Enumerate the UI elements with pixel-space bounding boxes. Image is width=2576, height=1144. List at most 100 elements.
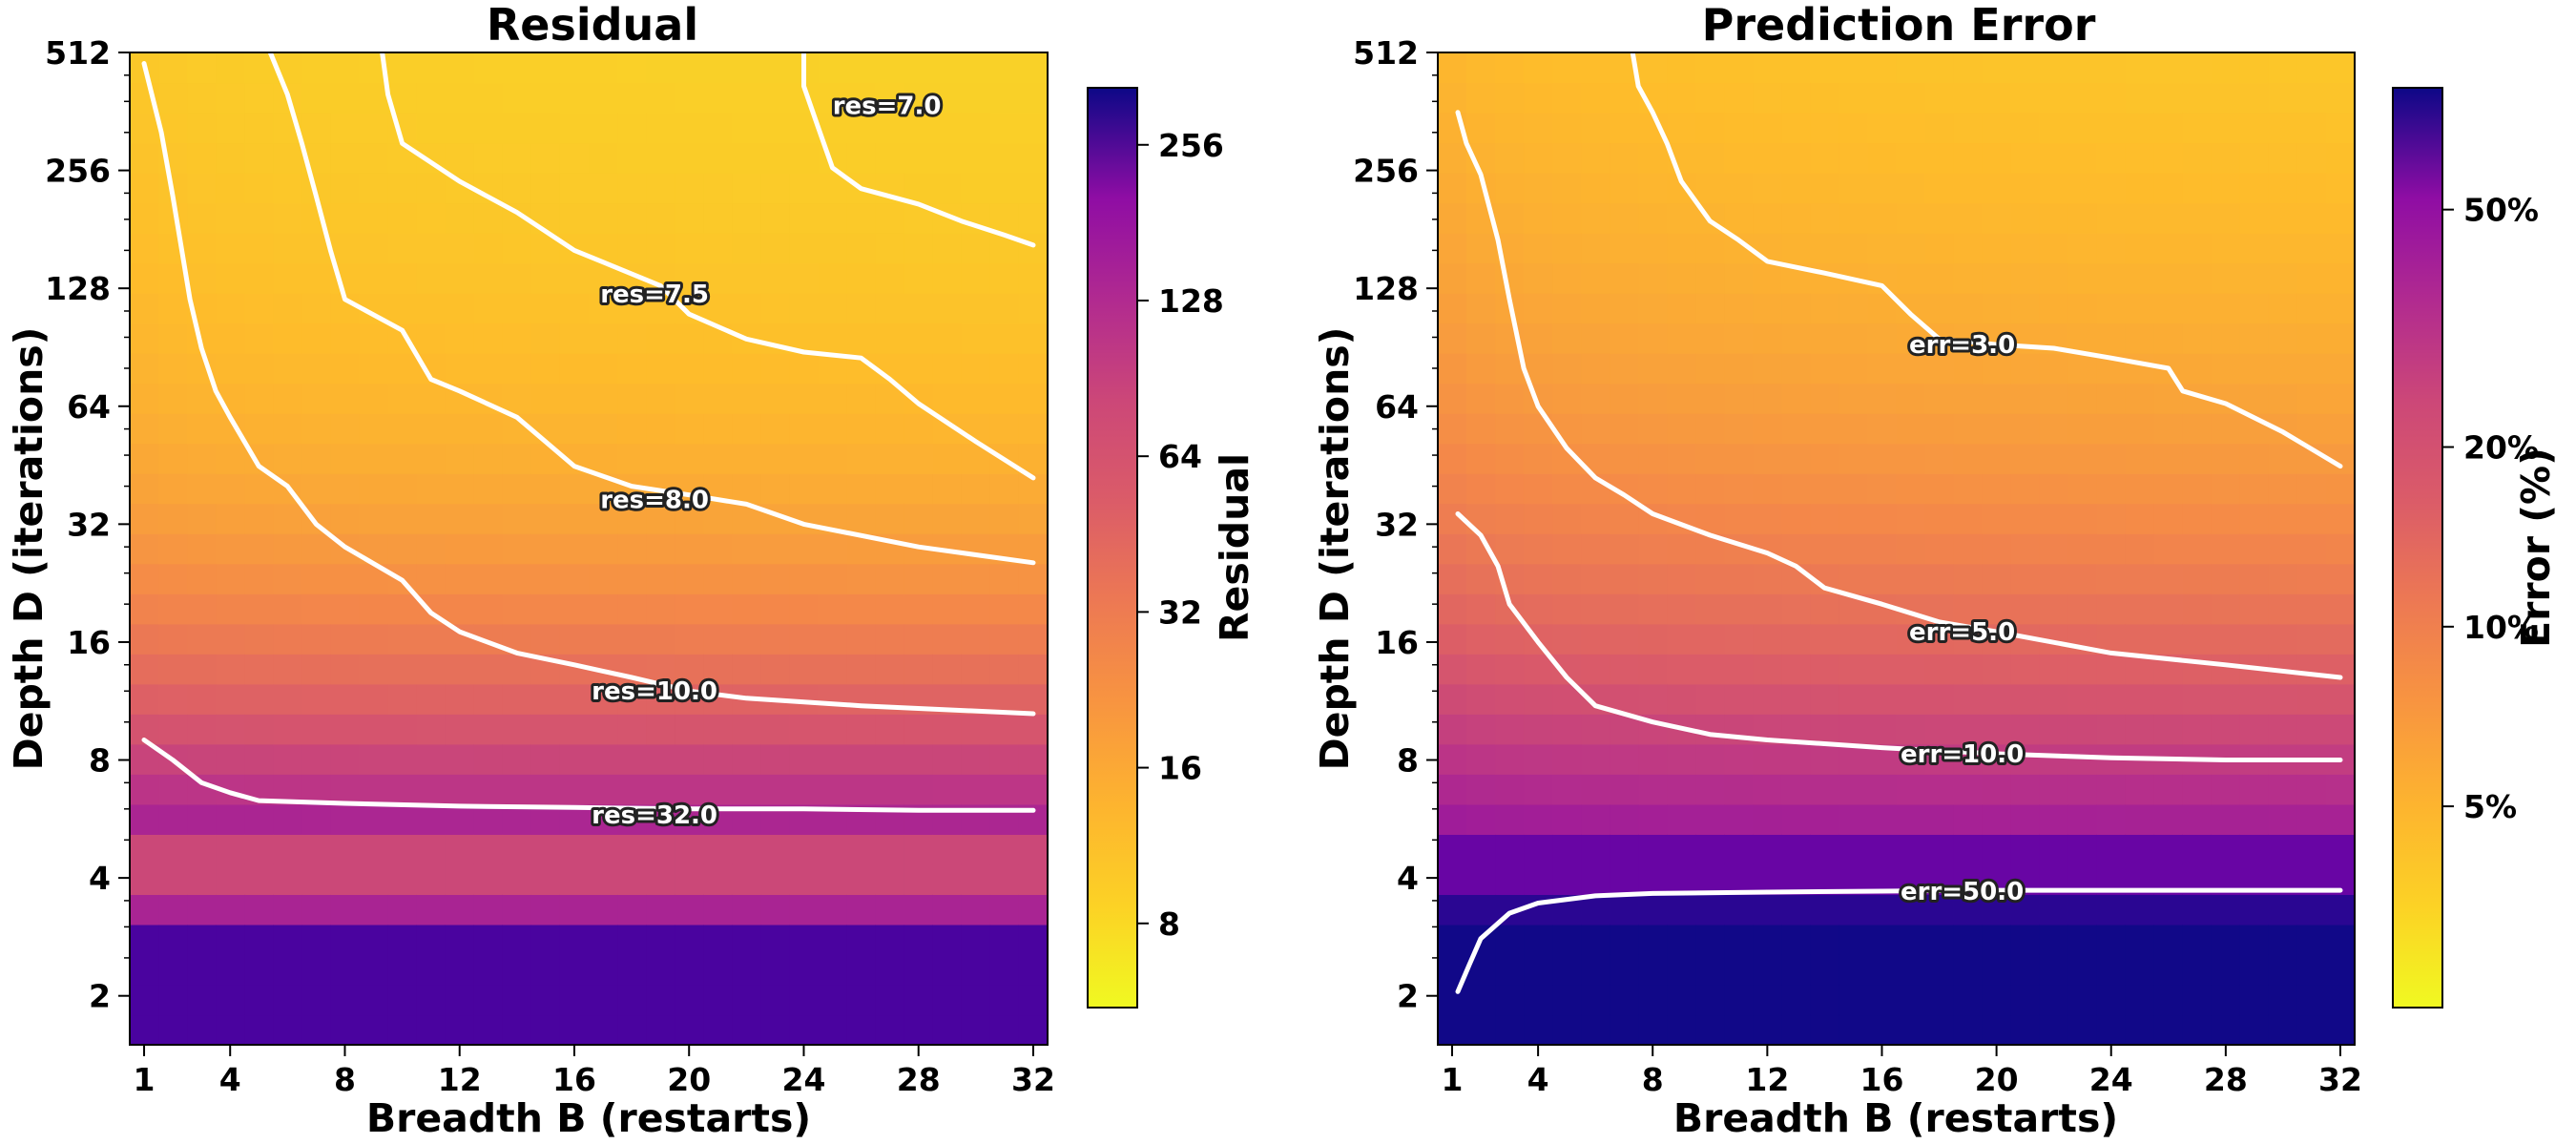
heatmap-cell [1667, 954, 1696, 986]
heatmap-cell [2125, 443, 2155, 474]
heatmap-cell [2239, 985, 2270, 1016]
heatmap-cell [1466, 1014, 1496, 1046]
heatmap-cell [2153, 142, 2184, 174]
heatmap-cell [1610, 353, 1639, 385]
heatmap-cell [2211, 322, 2241, 354]
heatmap-cell [130, 113, 159, 144]
heatmap-cell [445, 52, 475, 84]
heatmap-cell [589, 924, 618, 955]
heatmap-cell [2125, 894, 2155, 926]
heatmap-cell [2326, 233, 2356, 264]
heatmap-cell [2153, 593, 2184, 625]
heatmap-cell [617, 322, 647, 354]
heatmap-cell [301, 683, 332, 715]
contour-label: err=5.0 [1909, 618, 2015, 647]
heatmap-cell [530, 954, 561, 986]
heatmap-cell [1695, 503, 1725, 534]
heatmap-cell [1896, 954, 1926, 986]
heatmap-cell [359, 113, 389, 144]
colorbar-ticks: 5%10%20%50% [2442, 192, 2539, 825]
heatmap-cell [1466, 593, 1496, 625]
heatmap-cell [1810, 654, 1839, 685]
heatmap-cell [2326, 533, 2356, 565]
heatmap-cell [1638, 834, 1668, 865]
heatmap-cell [818, 623, 848, 655]
heatmap-cell [1581, 82, 1610, 114]
heatmap-cell [330, 563, 361, 594]
heatmap-cell [2296, 353, 2327, 385]
heatmap-cell [387, 623, 418, 655]
heatmap-cell [273, 1014, 302, 1046]
heatmap-cell [846, 593, 877, 625]
heatmap-cell [1896, 924, 1926, 955]
heatmap-cell [989, 714, 1020, 745]
heatmap-cell [445, 593, 475, 625]
heatmap-cell [273, 683, 302, 715]
heatmap-cell [760, 52, 791, 84]
heatmap-cell [502, 383, 532, 414]
heatmap-cell [1610, 82, 1639, 114]
heatmap-cell [216, 803, 245, 835]
heatmap-cell [1753, 202, 1782, 234]
heatmap-cell [416, 985, 447, 1016]
heatmap-cell [1610, 413, 1639, 445]
heatmap-cell [158, 533, 188, 565]
heatmap-cell [989, 262, 1020, 294]
heatmap-cell [1839, 413, 1868, 445]
heatmap-cell [760, 563, 791, 594]
heatmap-cell [2182, 503, 2212, 534]
heatmap-cell [2326, 654, 2356, 685]
heatmap-cell [789, 1014, 820, 1046]
heatmap-cell [818, 683, 848, 715]
heatmap-cell [2268, 353, 2298, 385]
x-tick-label: 24 [2089, 1061, 2133, 1098]
heatmap-cell [2067, 1014, 2098, 1046]
heatmap-cell [904, 322, 934, 354]
heatmap-cell [1724, 863, 1754, 895]
heatmap-cell [732, 142, 761, 174]
heatmap-cell [416, 262, 447, 294]
heatmap-cell [703, 353, 733, 385]
heatmap-cell [846, 443, 877, 474]
heatmap-cell [1753, 774, 1782, 805]
heatmap-cell [2239, 683, 2270, 715]
heatmap-cell [1953, 533, 1984, 565]
heatmap-cell [530, 714, 561, 745]
heatmap-cell [675, 593, 704, 625]
heatmap-cell [875, 985, 905, 1016]
heatmap-cell [158, 353, 188, 385]
heatmap-cell [1466, 113, 1496, 144]
heatmap-cell [158, 563, 188, 594]
heatmap-cell [216, 113, 245, 144]
heatmap-cell [2096, 503, 2127, 534]
heatmap-cell [989, 623, 1020, 655]
heatmap-cell [818, 383, 848, 414]
heatmap-cell [2039, 503, 2069, 534]
heatmap-cell [301, 894, 332, 926]
heatmap-cell [473, 743, 504, 775]
heatmap-cell [1610, 262, 1639, 294]
heatmap-cell [187, 714, 217, 745]
heatmap-cell [1466, 322, 1496, 354]
heatmap-cell [818, 533, 848, 565]
heatmap-cell [1867, 563, 1898, 594]
heatmap-cell [1438, 293, 1467, 324]
heatmap-cell [1524, 985, 1553, 1016]
heatmap-cell [1695, 863, 1725, 895]
heatmap-cell [445, 113, 475, 144]
heatmap-cell [1753, 563, 1782, 594]
heatmap-cell [1810, 262, 1839, 294]
heatmap-cell [989, 924, 1020, 955]
heatmap-cell [961, 1014, 991, 1046]
heatmap-cell [732, 563, 761, 594]
heatmap-cell [2182, 533, 2212, 565]
heatmap-cell [2182, 173, 2212, 204]
heatmap-cell [617, 533, 647, 565]
heatmap-cell [2125, 834, 2155, 865]
heatmap-cell [187, 443, 217, 474]
heatmap-cell [2211, 353, 2241, 385]
heatmap-cell [1953, 262, 1984, 294]
heatmap-cell [1695, 924, 1725, 955]
heatmap-cell [703, 563, 733, 594]
heatmap-cell [502, 863, 532, 895]
